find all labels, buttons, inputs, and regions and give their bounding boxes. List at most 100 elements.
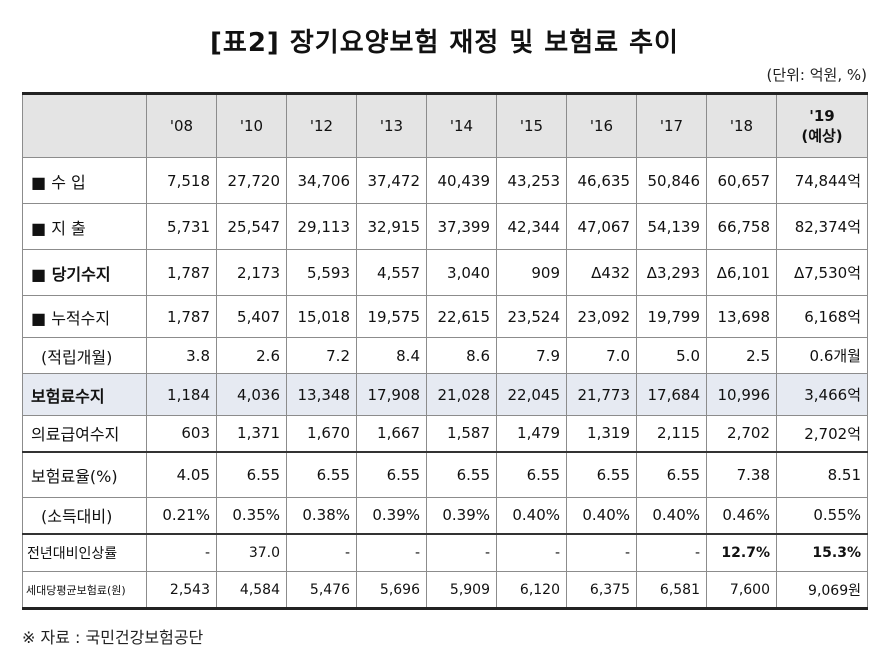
cell-value: 21,773 xyxy=(566,373,637,416)
col-header: '16 xyxy=(566,93,637,158)
cell-value: 6.55 xyxy=(216,450,287,498)
cell-value: 2,702 xyxy=(706,415,777,452)
col-header: '18 xyxy=(706,93,777,158)
cell-value: 7,518 xyxy=(146,157,217,204)
cell-value: Δ432 xyxy=(566,249,637,296)
cell-value: 27,720 xyxy=(216,157,287,204)
table-row: ■ 누적수지 1,787 5,407 15,018 19,575 22,615 23,524… xyxy=(22,295,868,338)
cell-value: 7,600 xyxy=(706,571,777,609)
cell-value: 0.55% xyxy=(776,497,868,534)
cell-value: 15.3% xyxy=(776,532,868,572)
cell-value: 22,615 xyxy=(426,295,497,338)
cell-value: 0.21% xyxy=(146,497,217,534)
cell-value: 6,375 xyxy=(566,571,637,609)
table-row: ■ 수 입 7,518 27,720 34,706 37,472 40,439 43,253… xyxy=(22,157,868,204)
cell-value: 2,543 xyxy=(146,571,217,609)
row-label: 의료급여수지 xyxy=(22,415,147,452)
cell-value: 17,684 xyxy=(636,373,707,416)
row-label: ■ 수 입 xyxy=(22,157,147,204)
cell-value: 6,120 xyxy=(496,571,567,609)
cell-value: - xyxy=(636,532,707,572)
cell-value: 0.35% xyxy=(216,497,287,534)
cell-value: 5,909 xyxy=(426,571,497,609)
col-header-2019: '19 (예상) xyxy=(776,93,868,158)
cell-value: 4,584 xyxy=(216,571,287,609)
cell-value: Δ7,530억 xyxy=(776,249,868,296)
cell-value: 5,476 xyxy=(286,571,357,609)
cell-value: 34,706 xyxy=(286,157,357,204)
cell-value: 2.5 xyxy=(706,337,777,374)
cell-value: 0.38% xyxy=(286,497,357,534)
table-row: (소득대비) 0.21% 0.35% 0.38% 0.39% 0.39% 0.40% 0.40… xyxy=(22,497,868,534)
cell-value: 8.6 xyxy=(426,337,497,374)
table-row: ■ 지 출 5,731 25,547 29,113 32,915 37,399 42,344… xyxy=(22,203,868,250)
cell-value: - xyxy=(146,532,217,572)
row-label: ■ 지 출 xyxy=(22,203,147,250)
cell-value: - xyxy=(496,532,567,572)
cell-value: 19,575 xyxy=(356,295,427,338)
cell-value: 6.55 xyxy=(286,450,357,498)
table-row: 전년대비인상률 -37.0- - - - - -12.7% 15.3% xyxy=(22,532,868,572)
cell-value: 0.40% xyxy=(636,497,707,534)
row-label: (소득대비) xyxy=(22,497,147,534)
cell-value: Δ6,101 xyxy=(706,249,777,296)
table-row: 보험료수지 1,184 4,036 13,348 17,908 21,028 22,045 2… xyxy=(22,373,868,416)
row-label: 보험료율(%) xyxy=(22,450,147,498)
cell-value: 7.2 xyxy=(286,337,357,374)
col-header: '12 xyxy=(286,93,357,158)
cell-value: 3.8 xyxy=(146,337,217,374)
cell-value: 7.38 xyxy=(706,450,777,498)
col-header: '17 xyxy=(636,93,707,158)
cell-value: 1,787 xyxy=(146,295,217,338)
cell-value: 15,018 xyxy=(286,295,357,338)
cell-value: - xyxy=(566,532,637,572)
cell-value: 5,593 xyxy=(286,249,357,296)
cell-value: Δ3,293 xyxy=(636,249,707,296)
cell-value: 7.0 xyxy=(566,337,637,374)
cell-value: 9,069원 xyxy=(776,571,868,609)
cell-value: 0.39% xyxy=(426,497,497,534)
cell-value: 17,908 xyxy=(356,373,427,416)
source-note: ※ 자료 : 국민건강보험공단 xyxy=(22,628,204,647)
cell-value: 2,702억 xyxy=(776,415,868,452)
col-header: '08 xyxy=(146,93,217,158)
cell-value: 0.39% xyxy=(356,497,427,534)
cell-value: 0.40% xyxy=(566,497,637,534)
cell-value: 47,067 xyxy=(566,203,637,250)
cell-value: 8.51 xyxy=(776,450,868,498)
table-row: ■ 당기수지 1,787 2,173 5,593 4,557 3,040 909 Δ432 Δ3… xyxy=(22,249,868,296)
cell-value: 1,670 xyxy=(286,415,357,452)
cell-value: 1,667 xyxy=(356,415,427,452)
finance-table: '08 '10 '12 '13 '14 '15 '16 '17 '18 '19 (… xyxy=(22,92,868,610)
table-title: [표2] 장기요양보험 재정 및 보험료 추이 xyxy=(210,28,679,58)
row-label: 보험료수지 xyxy=(22,373,147,416)
cell-value: 13,348 xyxy=(286,373,357,416)
cell-value: 603 xyxy=(146,415,217,452)
cell-value: 40,439 xyxy=(426,157,497,204)
cell-value: 42,344 xyxy=(496,203,567,250)
cell-value: 6.55 xyxy=(426,450,497,498)
cell-value: 5,731 xyxy=(146,203,217,250)
cell-value: 4.05 xyxy=(146,450,217,498)
cell-value: 0.46% xyxy=(706,497,777,534)
cell-value: 0.40% xyxy=(496,497,567,534)
cell-value: 6,581 xyxy=(636,571,707,609)
table-row: (적립개월) 3.8 2.6 7.2 8.4 8.6 7.9 7.0 5.0 2.5 0.6개월 xyxy=(22,337,868,374)
cell-value: 43,253 xyxy=(496,157,567,204)
cell-value: - xyxy=(426,532,497,572)
cell-value: 909 xyxy=(496,249,567,296)
col-header-year: '19 xyxy=(809,106,835,125)
cell-value: 23,092 xyxy=(566,295,637,338)
cell-value: 6,168억 xyxy=(776,295,868,338)
table-row: 보험료율(%) 4.05 6.55 6.55 6.55 6.55 6.55 6.55 6.55 7… xyxy=(22,450,868,498)
cell-value: 46,635 xyxy=(566,157,637,204)
cell-value: 74,844억 xyxy=(776,157,868,204)
cell-value: 37,472 xyxy=(356,157,427,204)
cell-value: 66,758 xyxy=(706,203,777,250)
cell-value: 1,587 xyxy=(426,415,497,452)
cell-value: 1,371 xyxy=(216,415,287,452)
col-header: '10 xyxy=(216,93,287,158)
cell-value: 32,915 xyxy=(356,203,427,250)
header-corner xyxy=(22,93,147,158)
col-header: '13 xyxy=(356,93,427,158)
